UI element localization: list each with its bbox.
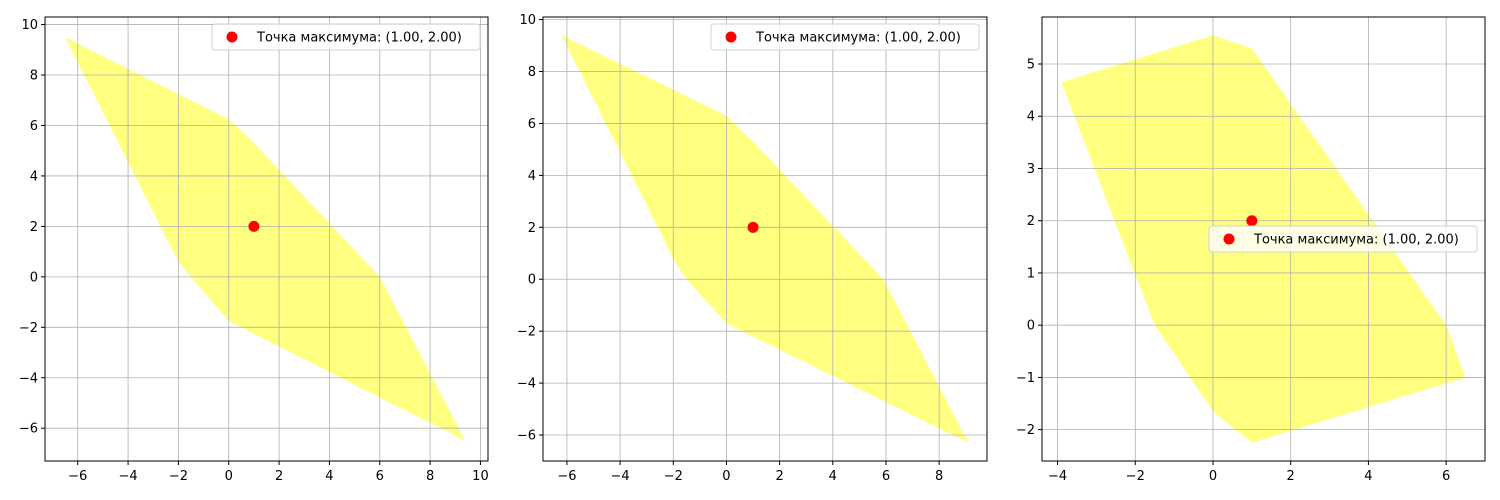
y-tick-label: −2 xyxy=(517,325,536,340)
y-tick-label: −2 xyxy=(1016,423,1035,438)
chart-panel-1: −6 −4 −2 0 2 4 6 8 10 −6 −4 −2 0 2 4 6 8 10 Точка максимум… xyxy=(19,16,489,484)
axes-frame xyxy=(44,16,489,462)
y-tick-label: 0 xyxy=(1027,319,1035,334)
legend: Точка максимума: (1.00, 2.00) xyxy=(710,23,980,51)
x-tick-label: 4 xyxy=(325,469,333,484)
legend-box xyxy=(710,23,980,51)
legend-marker xyxy=(1223,233,1235,245)
y-tick-label: −4 xyxy=(19,371,38,386)
x-tick-label: 6 xyxy=(1442,469,1450,484)
x-tick-label: −2 xyxy=(1126,469,1145,484)
y-tick-label: 5 xyxy=(1027,58,1035,73)
y-tick-label: 8 xyxy=(528,65,536,80)
legend-label: Точка максимума: (1.00, 2.00) xyxy=(1253,233,1459,248)
legend-marker xyxy=(725,31,737,43)
y-tick-label: 0 xyxy=(30,270,38,285)
chart-panel-2: −6 −4 −2 0 2 4 6 8 −6 −4 −2 0 2 4 6 8 10 Точка максимума:… xyxy=(517,13,988,484)
x-tick-label: 0 xyxy=(225,469,233,484)
y-tick-label: 0 xyxy=(528,273,536,288)
x-tick-label: 0 xyxy=(1209,469,1217,484)
x-tick-label: −4 xyxy=(611,469,630,484)
x-tick-label: 2 xyxy=(275,469,283,484)
x-tick-label: −2 xyxy=(169,469,188,484)
y-tick-label: −4 xyxy=(517,377,536,392)
x-tick-label: 6 xyxy=(882,469,890,484)
axes-frame xyxy=(542,16,988,462)
x-tick-label: −6 xyxy=(68,469,87,484)
legend: Точка максимума: (1.00, 2.00) xyxy=(1208,225,1478,253)
x-tick-label: 2 xyxy=(1287,469,1295,484)
max-point-marker xyxy=(248,220,260,232)
x-tick-label: 8 xyxy=(426,469,434,484)
x-tick-label: 4 xyxy=(829,469,837,484)
y-tick-label: 1 xyxy=(1027,266,1035,281)
y-tick-label: 10 xyxy=(21,18,38,33)
x-tick-label: 10 xyxy=(472,469,489,484)
y-tick-label: 2 xyxy=(30,220,38,235)
y-tick-label: 10 xyxy=(519,13,536,28)
x-tick-label: 8 xyxy=(935,469,943,484)
legend-label: Точка максимума: (1.00, 2.00) xyxy=(755,31,961,46)
legend: Точка максимума: (1.00, 2.00) xyxy=(211,23,481,51)
x-tick-label: 6 xyxy=(376,469,384,484)
legend-label: Точка максимума: (1.00, 2.00) xyxy=(256,31,462,46)
max-point-marker xyxy=(1246,215,1258,227)
y-tick-label: −1 xyxy=(1016,371,1035,386)
legend-box xyxy=(1208,225,1478,253)
y-tick-label: −6 xyxy=(517,429,536,444)
y-tick-label: 6 xyxy=(528,117,536,132)
y-tick-label: 3 xyxy=(1027,162,1035,177)
x-tick-label: 2 xyxy=(775,469,783,484)
x-tick-label: −2 xyxy=(664,469,683,484)
feasible-region xyxy=(65,37,466,441)
y-tick-label: 4 xyxy=(30,169,38,184)
legend-marker xyxy=(226,31,238,43)
y-tick-label: −6 xyxy=(19,422,38,437)
x-tick-label: −4 xyxy=(118,469,137,484)
feasible-region xyxy=(561,35,969,443)
y-tick-label: 2 xyxy=(528,221,536,236)
y-tick-label: −2 xyxy=(19,321,38,336)
y-tick-label: 2 xyxy=(1027,214,1035,229)
axes-frame xyxy=(1041,16,1486,462)
x-tick-label: 0 xyxy=(722,469,730,484)
x-tick-label: 4 xyxy=(1364,469,1372,484)
y-tick-label: 8 xyxy=(30,69,38,84)
max-point-marker xyxy=(747,221,759,233)
y-tick-label: 4 xyxy=(1027,110,1035,125)
x-tick-label: −4 xyxy=(1048,469,1067,484)
x-tick-label: −6 xyxy=(557,469,576,484)
y-tick-label: 4 xyxy=(528,169,536,184)
legend-box xyxy=(211,23,481,51)
y-tick-label: 6 xyxy=(30,119,38,134)
chart-panel-3: −4 −2 0 2 4 6 −2 −1 0 1 2 3 4 5 Точка максимума: (1.00… xyxy=(1016,16,1486,484)
